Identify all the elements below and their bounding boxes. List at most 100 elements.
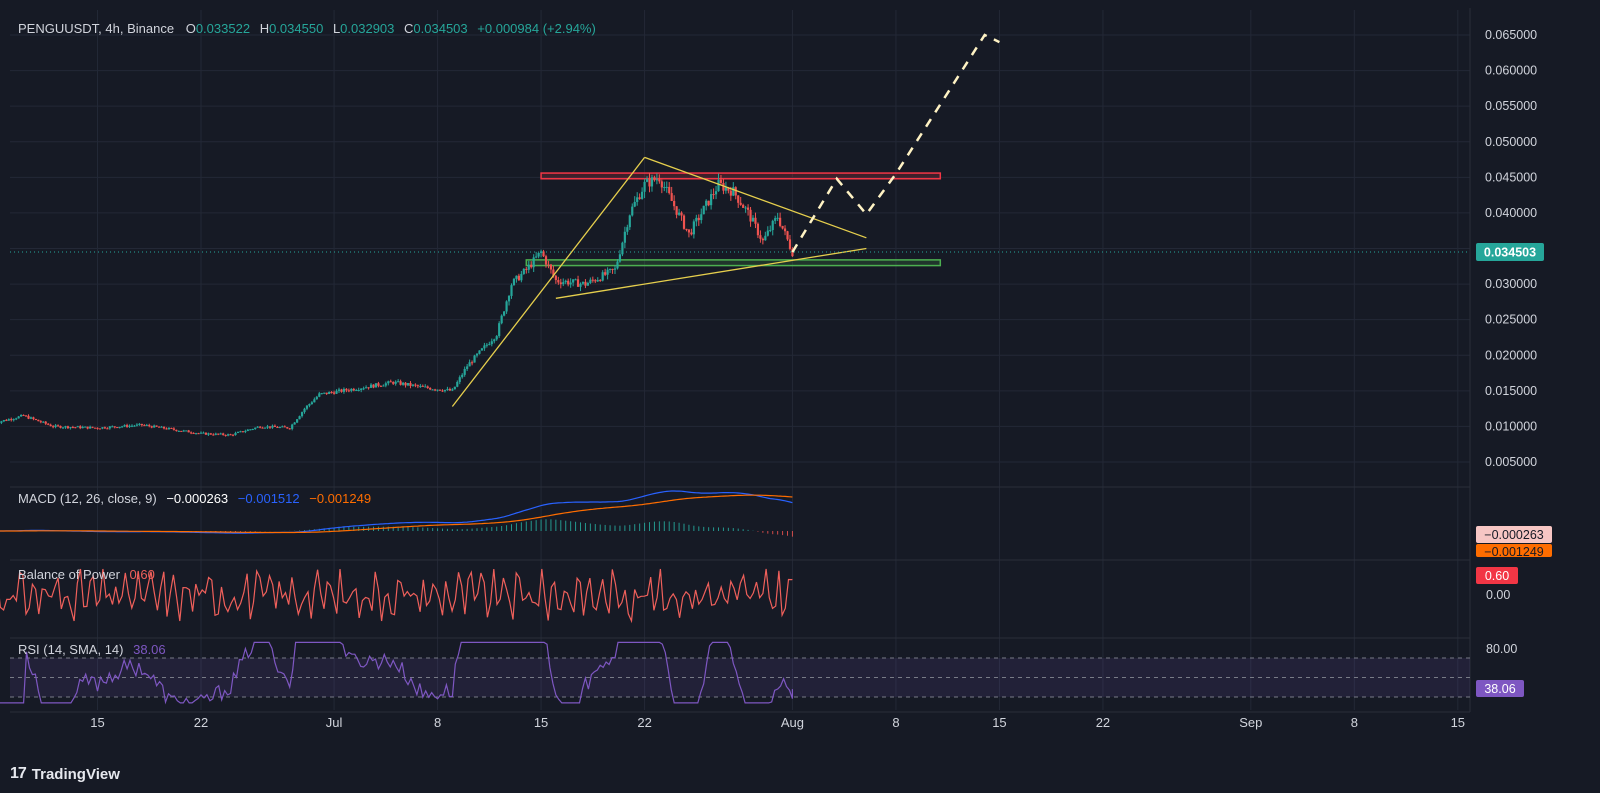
candle-body: [315, 396, 318, 400]
candle-body: [734, 187, 737, 196]
candle-body: [564, 280, 567, 283]
candle-body: [52, 426, 55, 428]
candle-body: [214, 433, 217, 435]
candle-body: [453, 386, 456, 390]
time-axis[interactable]: 15 22 Jul 8 15 22 Aug 8 15 22 Sep 8 15: [90, 715, 1465, 730]
candle-body: [219, 433, 222, 435]
candle-body: [404, 382, 407, 386]
candle-body: [350, 388, 353, 391]
macd-badge-2: −0.001249: [1484, 545, 1543, 559]
candle-body: [515, 275, 518, 279]
candle-body: [660, 181, 663, 188]
candle-body: [759, 235, 762, 239]
candle-body: [751, 217, 755, 222]
candle-body: [244, 431, 247, 433]
bop-pane: [0, 568, 793, 624]
candle-body: [446, 388, 449, 390]
candle-body: [742, 204, 745, 208]
candle-body: [670, 193, 673, 201]
candle-body: [584, 281, 587, 286]
low-value: 0.032903: [340, 21, 394, 36]
trendline: [555, 247, 867, 299]
tradingview-brand[interactable]: 17 TradingView: [10, 762, 120, 786]
candle-body: [569, 282, 572, 285]
price-tick-label: 0.030000: [1485, 277, 1537, 291]
candle-body: [714, 191, 718, 195]
candle-body: [419, 385, 422, 387]
candle-body: [781, 225, 784, 229]
macd-value: −0.000263: [166, 491, 228, 506]
candle-body: [421, 385, 424, 387]
candle-body: [786, 231, 789, 240]
candle-body: [650, 177, 654, 187]
candle-body: [207, 433, 210, 435]
candle-body: [631, 206, 634, 216]
candle-body: [608, 268, 612, 270]
last-price-label: 0.034503: [1484, 246, 1536, 260]
candle-body: [448, 388, 451, 391]
candle-body: [397, 381, 400, 383]
candle-body: [325, 392, 328, 394]
candle-body: [49, 424, 52, 427]
open-value: 0.033522: [196, 21, 250, 36]
candle-body: [180, 430, 183, 432]
candle-body: [618, 254, 622, 262]
candle-body: [93, 427, 97, 429]
candle-body: [754, 217, 757, 224]
candle-body: [510, 285, 513, 296]
candle-body: [677, 212, 681, 215]
candle-body: [66, 426, 70, 429]
candle-body: [724, 187, 728, 191]
tradingview-logo-icon: 17: [10, 765, 27, 782]
price-tick-label: 0.055000: [1485, 99, 1537, 113]
price-tick-label: 0.045000: [1485, 170, 1537, 184]
candle-body: [34, 419, 37, 421]
candle-body: [24, 415, 28, 417]
time-tick-label: 22: [194, 715, 208, 730]
rsi-title: RSI (14, SMA, 14): [18, 642, 123, 657]
candle-body: [143, 425, 146, 427]
candle-body: [411, 384, 415, 386]
candle-body: [300, 412, 304, 417]
candle-body: [362, 388, 365, 390]
candle-body: [121, 426, 124, 428]
trendline: [644, 156, 867, 239]
candle-body: [229, 434, 232, 436]
candle-body: [17, 416, 20, 419]
candle-body: [394, 381, 397, 384]
candle-body: [675, 206, 678, 215]
candle-body: [532, 257, 535, 268]
candle-body: [194, 433, 198, 435]
candle-body: [658, 179, 661, 182]
candle-body: [766, 230, 769, 236]
candle-body: [335, 390, 338, 394]
candle-body: [5, 420, 8, 422]
candle-body: [355, 390, 358, 392]
candle-body: [96, 427, 99, 429]
close-value: 0.034503: [413, 21, 467, 36]
candle-body: [567, 280, 570, 285]
candle-body: [695, 217, 698, 222]
candle-body: [372, 384, 375, 388]
candle-body: [601, 272, 604, 281]
candle-body: [638, 197, 641, 199]
pane-separators: [10, 8, 1471, 713]
bop-badge-bg: [1476, 567, 1518, 584]
candle-body: [572, 279, 575, 283]
candle-body: [668, 186, 671, 194]
candle-body: [414, 384, 417, 386]
candle-body: [436, 389, 439, 391]
candle-body: [623, 231, 626, 243]
candle-body: [352, 388, 355, 391]
candle-body: [59, 425, 62, 428]
candle-body: [259, 426, 262, 428]
candle-body: [441, 390, 444, 392]
candle-body: [719, 179, 723, 183]
price-tick-label: 0.005000: [1485, 455, 1537, 469]
high-label: H: [260, 21, 269, 36]
candle-body: [761, 238, 764, 241]
candle-body: [340, 389, 343, 392]
candle-body: [480, 348, 484, 351]
price-axis[interactable]: 0.065000 0.060000 0.055000 0.050000 0.045000…: [1485, 28, 1537, 469]
